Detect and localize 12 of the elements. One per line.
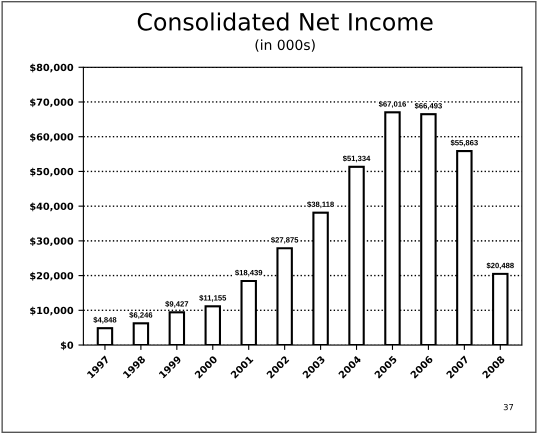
y-tick-label: $50,000 [30, 168, 74, 177]
chart-title: Consolidated Net Income [138, 12, 433, 31]
y-tick-label: $60,000 [30, 133, 74, 142]
y-tick-label: $70,000 [30, 98, 74, 108]
y-tick-label: $20,000 [30, 272, 74, 281]
y-tick-label: $30,000 [30, 237, 74, 246]
y-tick-label: $0 [60, 341, 74, 350]
y-tick-label: $80,000 [30, 64, 74, 72]
text: 37 [504, 404, 514, 410]
y-tick-label: $10,000 [30, 306, 74, 316]
y-tick-label: $40,000 [30, 202, 74, 212]
chart-subtitle: (in 000s) [256, 39, 315, 52]
